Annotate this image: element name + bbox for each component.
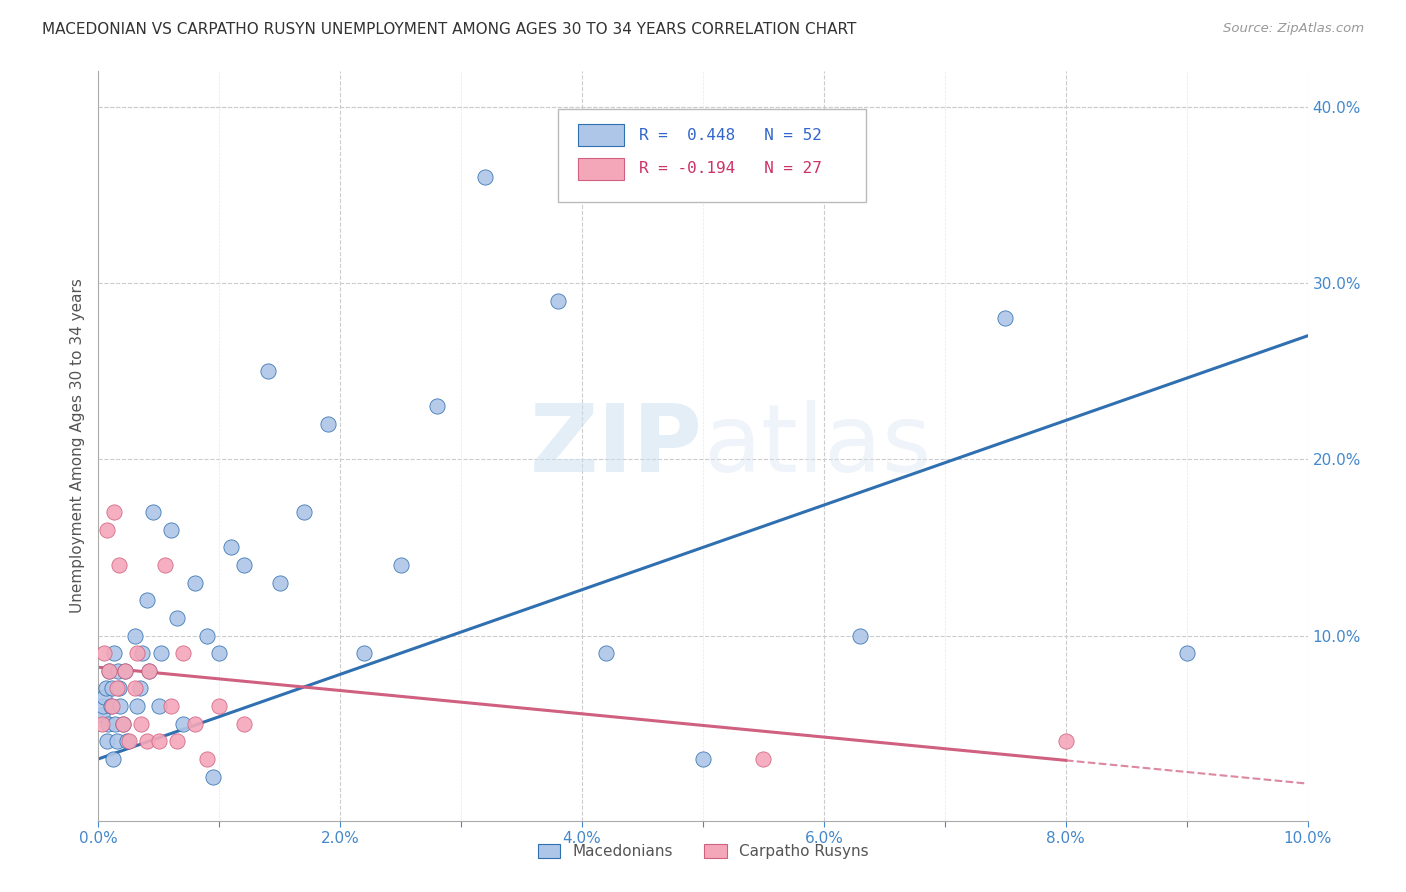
Point — [101, 752, 124, 766]
Point — [98, 664, 121, 678]
Point — [127, 646, 149, 660]
Bar — [578, 124, 624, 146]
Point — [160, 523, 183, 537]
Point — [100, 699, 122, 714]
Point — [135, 593, 157, 607]
Point — [292, 505, 315, 519]
Point — [129, 716, 152, 731]
Point — [184, 716, 207, 731]
Point — [1054, 734, 1077, 748]
Point — [172, 716, 194, 731]
Text: R =  0.448   N = 52: R = 0.448 N = 52 — [638, 128, 821, 143]
Point — [111, 716, 134, 731]
FancyBboxPatch shape — [558, 109, 866, 202]
Point — [1175, 646, 1198, 660]
Text: atlas: atlas — [703, 400, 931, 492]
Point — [96, 523, 118, 537]
Point — [108, 558, 131, 572]
Point — [107, 664, 129, 678]
Point — [97, 716, 120, 731]
Point — [232, 558, 254, 572]
Point — [389, 558, 412, 572]
Y-axis label: Unemployment Among Ages 30 to 34 years: Unemployment Among Ages 30 to 34 years — [69, 278, 84, 614]
Point — [208, 646, 231, 660]
Point — [752, 153, 775, 167]
Point — [96, 734, 118, 748]
Point — [269, 575, 291, 590]
Point — [153, 558, 176, 572]
Point — [232, 716, 254, 731]
Point — [118, 734, 141, 748]
Point — [98, 664, 121, 678]
Point — [316, 417, 339, 431]
Point — [195, 628, 218, 642]
Point — [595, 646, 617, 660]
Point — [128, 681, 150, 696]
Point — [172, 646, 194, 660]
Point — [124, 628, 146, 642]
Point — [994, 311, 1017, 326]
Point — [93, 646, 115, 660]
Point — [91, 707, 114, 722]
Point — [104, 716, 127, 731]
Point — [166, 734, 188, 748]
Point — [353, 646, 375, 660]
Point — [426, 400, 449, 414]
Point — [93, 690, 115, 705]
Point — [108, 699, 131, 714]
Point — [195, 752, 218, 766]
Text: MACEDONIAN VS CARPATHO RUSYN UNEMPLOYMENT AMONG AGES 30 TO 34 YEARS CORRELATION : MACEDONIAN VS CARPATHO RUSYN UNEMPLOYMEN… — [42, 22, 856, 37]
Point — [849, 628, 872, 642]
Point — [103, 505, 125, 519]
Point — [114, 664, 136, 678]
Point — [103, 646, 125, 660]
Text: Source: ZipAtlas.com: Source: ZipAtlas.com — [1223, 22, 1364, 36]
Text: ZIP: ZIP — [530, 400, 703, 492]
Point — [142, 505, 165, 519]
Legend: Macedonians, Carpatho Rusyns: Macedonians, Carpatho Rusyns — [531, 838, 875, 865]
Point — [160, 699, 183, 714]
Point — [135, 734, 157, 748]
Point — [100, 681, 122, 696]
Point — [150, 646, 173, 660]
Point — [547, 293, 569, 308]
Point — [221, 541, 243, 555]
Point — [127, 699, 149, 714]
Point — [692, 752, 714, 766]
Point — [94, 681, 117, 696]
Point — [256, 364, 278, 378]
Point — [117, 734, 139, 748]
Point — [166, 611, 188, 625]
Point — [91, 699, 114, 714]
Point — [114, 664, 136, 678]
Point — [138, 664, 160, 678]
Point — [138, 664, 160, 678]
Point — [131, 646, 153, 660]
Point — [108, 681, 131, 696]
Point — [208, 699, 231, 714]
Text: R = -0.194   N = 27: R = -0.194 N = 27 — [638, 161, 821, 177]
Point — [752, 752, 775, 766]
Point — [474, 170, 496, 185]
Point — [148, 699, 170, 714]
Point — [111, 716, 134, 731]
Point — [105, 681, 128, 696]
Bar — [578, 158, 624, 180]
Point — [184, 575, 207, 590]
Point — [202, 770, 225, 784]
Point — [105, 734, 128, 748]
Point — [100, 699, 122, 714]
Point — [124, 681, 146, 696]
Point — [91, 716, 114, 731]
Point — [148, 734, 170, 748]
